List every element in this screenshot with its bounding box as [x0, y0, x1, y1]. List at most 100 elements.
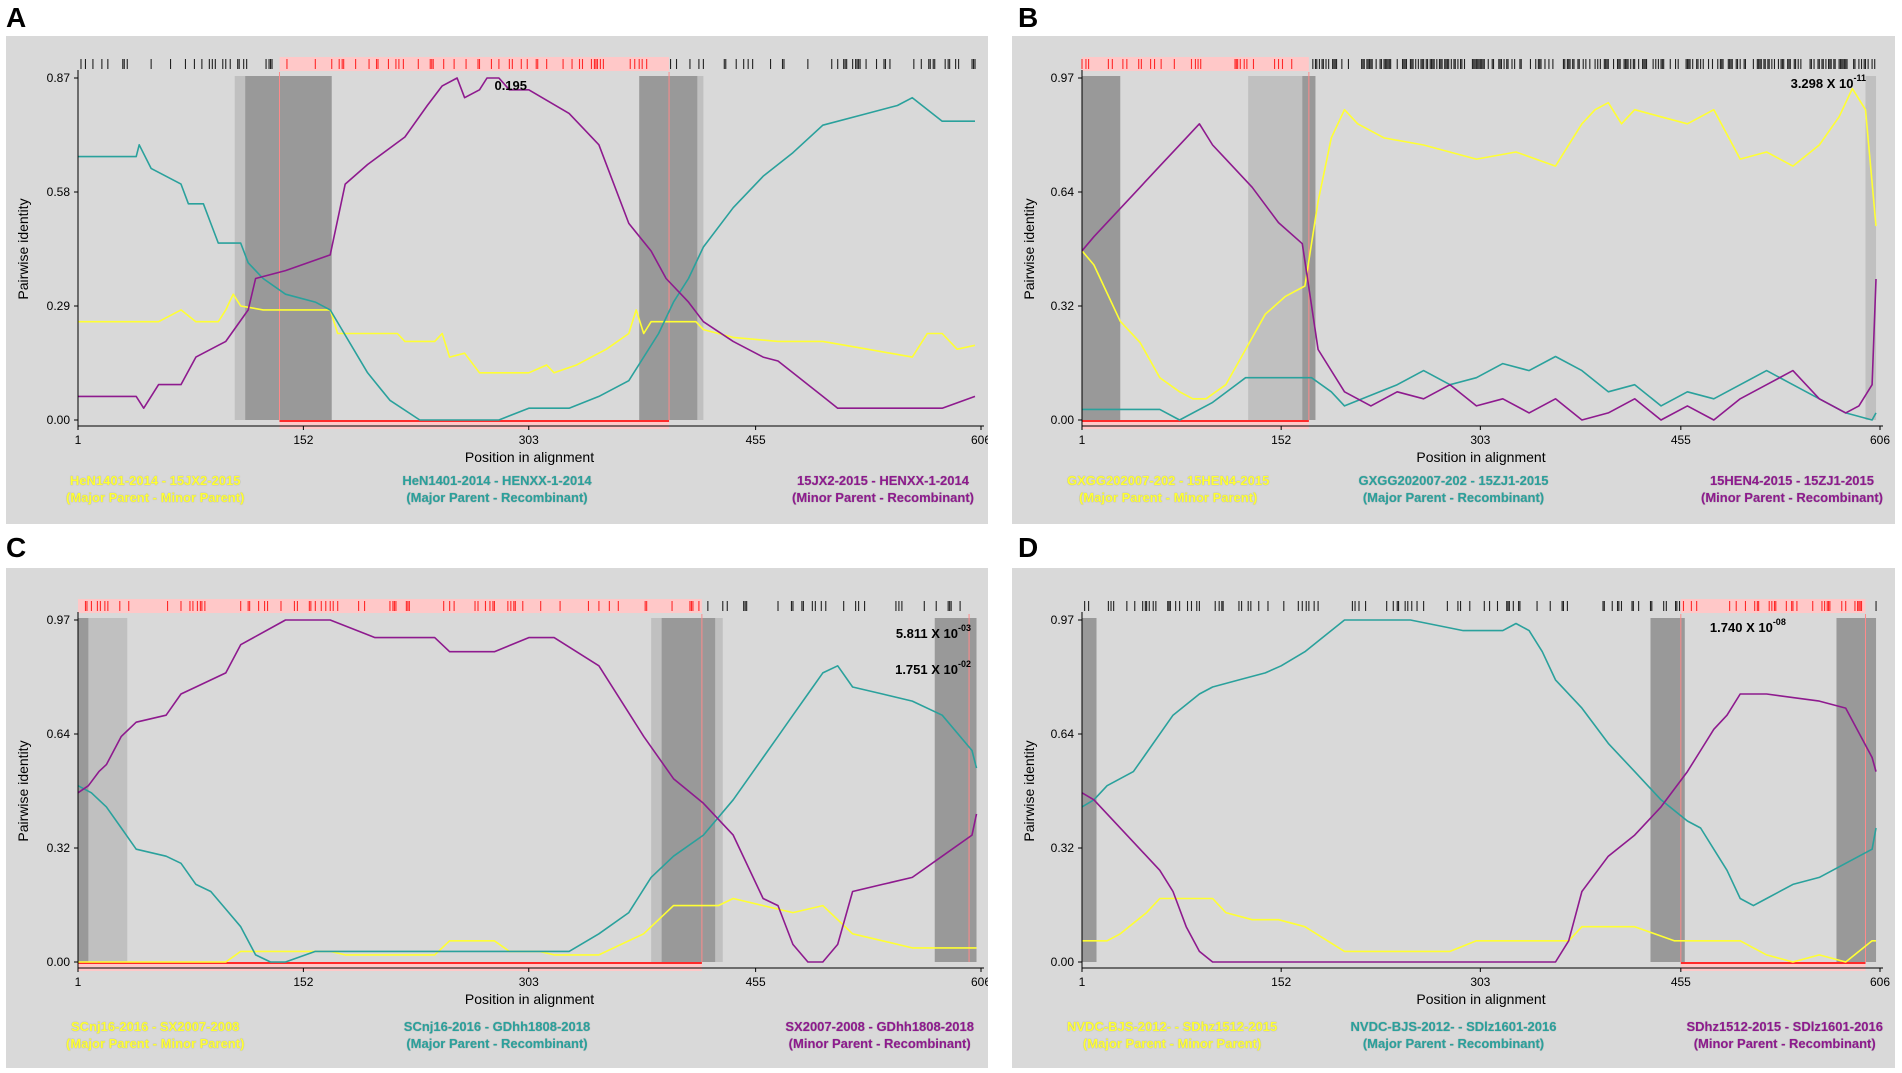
p-value-exponent: -11 — [1853, 73, 1866, 83]
legend-yellow: SCnj16-2016 - SX2007-2008 (Major Parent -… — [66, 1018, 244, 1052]
y-tick-label: 0.00 — [1051, 413, 1075, 427]
y-tick-label: 0.32 — [1051, 299, 1075, 313]
legend-role: (Major Parent - Minor Parent) — [1082, 1036, 1262, 1051]
legend-purple: SDhz1512-2015 - SDlz1601-2016 (Minor Pare… — [1686, 1018, 1883, 1052]
x-tick-label: 606 — [1870, 433, 1890, 447]
x-axis-title: Position in alignment — [1416, 991, 1545, 1007]
legend-pair: SCnj16-2016 - GDhh1808-2018 — [403, 1019, 591, 1034]
bottom-recombinant-bar — [78, 963, 702, 971]
y-tick-label: 0.97 — [1051, 71, 1075, 85]
x-tick-label: 152 — [293, 433, 313, 447]
shaded-region-1 — [234, 76, 246, 420]
legend-yellow: NVDC-BJS-2012- - SDhz1512-2015 (Major Par… — [1067, 1018, 1277, 1052]
y-tick-label: 0.64 — [1051, 727, 1075, 741]
x-tick-label: 1 — [1079, 975, 1086, 989]
y-tick-label: 0.29 — [47, 299, 71, 313]
informative-sites — [84, 601, 961, 611]
series-line-teal — [77, 665, 978, 963]
shaded-region-2 — [88, 618, 128, 962]
panel-letter-d: D — [1018, 532, 1039, 563]
x-tick-label: 455 — [1671, 975, 1691, 989]
y-axis-title: Pairwise identity — [15, 198, 31, 299]
shaded-region-4 — [1865, 76, 1877, 420]
y-tick-label: 0.97 — [1051, 613, 1075, 627]
x-axis-title: Position in alignment — [465, 449, 594, 465]
legend-pair: 15JX2-2015 - HENXX-1-2014 — [796, 473, 969, 488]
shaded-region-5 — [715, 618, 723, 962]
p-value-exponent: -02 — [958, 659, 971, 669]
series-line-purple — [1081, 123, 1877, 421]
p-value-text: 0.195 — [494, 78, 527, 93]
legend-pair: NVDC-BJS-2012- - SDhz1512-2015 — [1067, 1019, 1278, 1034]
y-axis-title: Pairwise identity — [1021, 740, 1037, 841]
x-axis-title: Position in alignment — [1416, 449, 1545, 465]
series-line-purple — [77, 619, 978, 963]
legend-role: (Major Parent - Minor Parent) — [66, 1036, 245, 1051]
p-value-text: 3.298 X 10 — [1791, 76, 1854, 91]
series-line-purple — [78, 77, 976, 410]
shaded-region-2 — [1650, 618, 1685, 962]
series-line-yellow — [1082, 897, 1876, 963]
x-axis-title: Position in alignment — [465, 991, 594, 1007]
chart-d: 0.00 0.32 0.64 0.97 1 152 303 455 606 Position in… — [1021, 599, 1890, 1007]
legend-teal: HeN1401-2014 - HENXX-1-2014 (Major Parent… — [6, 472, 988, 506]
panel-a: 0.00 0.29 0.58 0.87 1 152 303 455 606 Position in… — [6, 36, 988, 524]
shaded-region-3 — [651, 618, 662, 962]
series-line-yellow — [78, 293, 976, 374]
panel-b: 0.00 0.32 0.64 0.97 1 152 303 455 606 Position in… — [1012, 36, 1895, 524]
informative-sites — [80, 59, 976, 69]
legend-role: (Minor Parent - Recombinant) — [791, 490, 974, 505]
legend-teal: SCnj16-2016 - GDhh1808-2018 (Major Parent… — [6, 1018, 988, 1052]
p-value-1: 5.811 X 10-03 — [896, 623, 971, 641]
informative-sites — [1081, 59, 1876, 69]
shaded-region-3 — [1836, 618, 1877, 962]
legend-role: (Major Parent - Recombinant) — [1362, 490, 1545, 505]
p-value-1: 1.740 X 10-08 — [1710, 617, 1786, 635]
shaded-region-1 — [1082, 76, 1121, 420]
p-value-exponent: -03 — [958, 623, 971, 633]
x-tick-label: 303 — [519, 433, 539, 447]
x-tick-label: 152 — [1271, 433, 1291, 447]
legend-pair: SDhz1512-2015 - SDlz1601-2016 — [1686, 1019, 1883, 1034]
y-tick-label: 0.64 — [1051, 185, 1075, 199]
chart-b: 0.00 0.32 0.64 0.97 1 152 303 455 606 Position in… — [1021, 57, 1890, 465]
x-tick-label: 152 — [1271, 975, 1291, 989]
y-tick-label: 0.32 — [47, 841, 71, 855]
legend-pair: SCnj16-2016 - SX2007-2008 — [71, 1019, 240, 1034]
legend-teal: NVDC-BJS-2012- - SDlz1601-2016 (Major Par… — [1012, 1018, 1895, 1052]
y-tick-label: 0.64 — [47, 727, 71, 741]
x-tick-label: 606 — [1870, 975, 1890, 989]
legend-yellow: HeN1401-2014 - 15JX2-2015 (Major Parent -… — [66, 472, 244, 506]
y-tick-label: 0.00 — [47, 413, 71, 427]
legend-purple: 15JX2-2015 - HENXX-1-2014 (Minor Parent -… — [792, 472, 974, 506]
x-tick-label: 1 — [75, 975, 82, 989]
y-tick-label: 0.87 — [47, 71, 71, 85]
legend-role: (Major Parent - Recombinant) — [1362, 1036, 1545, 1051]
y-tick-label: 0.58 — [47, 185, 71, 199]
shaded-region-4 — [697, 76, 704, 420]
p-value-2: 1.751 X 10-02 — [895, 659, 971, 677]
panel-letter-a: A — [6, 2, 27, 33]
bottom-recombinant-bar — [1082, 421, 1309, 429]
x-tick-label: 455 — [746, 433, 766, 447]
x-tick-label: 303 — [519, 975, 539, 989]
legend-role: (Minor Parent - Recombinant) — [1693, 1036, 1876, 1051]
series-line-yellow — [1081, 87, 1877, 400]
p-value-text: 5.811 X 10 — [896, 626, 958, 641]
series-line-teal — [1082, 355, 1877, 421]
x-tick-label: 1 — [75, 433, 82, 447]
legend-role: (Major Parent - Minor Parent) — [66, 490, 245, 505]
x-tick-label: 1 — [1079, 433, 1086, 447]
legend-pair: HeN1401-2014 - 15JX2-2015 — [69, 473, 241, 488]
y-tick-label: 0.00 — [47, 955, 71, 969]
panel-letter-b: B — [1018, 2, 1039, 33]
legend-purple: SX2007-2008 - GDhh1808-2018 (Minor Parent… — [785, 1018, 974, 1052]
x-tick-label: 606 — [971, 433, 988, 447]
panel-letter-c: C — [6, 532, 27, 563]
top-recombinant-bar — [1680, 599, 1866, 613]
legend-role: (Major Parent - Minor Parent) — [1078, 490, 1258, 505]
legend-pair: GXGG202007-202 - 15HEN4-2015 — [1067, 473, 1270, 488]
p-value-1: 0.195 — [494, 78, 527, 93]
legend-role: (Minor Parent - Recombinant) — [1700, 490, 1883, 505]
legend-pair: 15HEN4-2015 - 15ZJ1-2015 — [1709, 473, 1875, 488]
